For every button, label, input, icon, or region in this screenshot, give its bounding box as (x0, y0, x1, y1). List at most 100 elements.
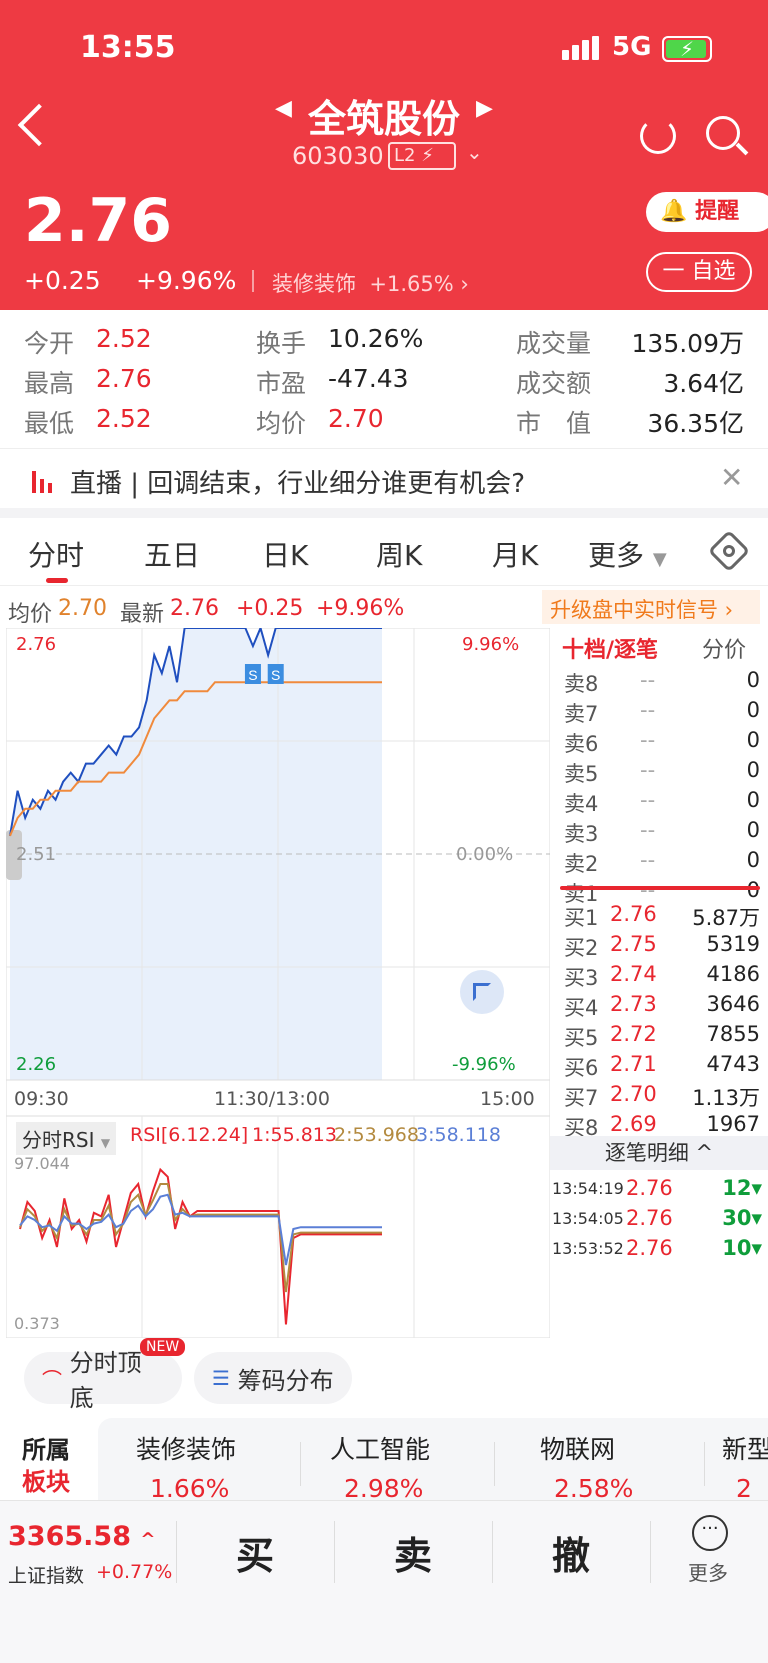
avg-value: 2.70 (58, 596, 107, 621)
bid-row[interactable]: 买4 2.73 3646 (564, 992, 760, 1024)
sell-button[interactable]: 卖 (394, 1534, 433, 1578)
upgrade-link[interactable]: 升级盘中实时信号 › (542, 590, 760, 624)
ask-label: 卖7 (564, 702, 599, 726)
bid-row[interactable]: 买3 2.74 4186 (564, 962, 760, 994)
remind-button[interactable]: 🔔 提醒 (646, 192, 768, 232)
bid-price: 2.74 (610, 962, 657, 986)
cancel-order-button[interactable]: 撤 (552, 1534, 591, 1578)
ask-label: 卖4 (564, 792, 599, 816)
index-value[interactable]: 3365.58 ^ (8, 1521, 155, 1552)
caret-down-icon: ▼ (100, 1136, 111, 1150)
sector-item-name[interactable]: 物联网 (540, 1435, 616, 1464)
close-icon[interactable]: ✕ (720, 461, 744, 494)
spread-divider (560, 886, 760, 890)
tick-detail-toggle[interactable]: 逐笔明细 ^ (550, 1136, 768, 1170)
intraday-quote-line: 均价 2.70 最新 2.76 +0.25 +9.96% 升级盘中实时信号 › (0, 586, 768, 627)
prev-stock-icon[interactable]: ◀ (275, 96, 292, 121)
sell-signal-marker[interactable] (244, 664, 261, 684)
tab-more[interactable]: 更多 ▼ (588, 534, 667, 574)
stat-label: 均价 (256, 409, 307, 438)
tab-intraday[interactable]: 分时 (28, 539, 85, 572)
more-icon[interactable]: ··· (692, 1515, 728, 1551)
back-icon[interactable] (17, 103, 61, 147)
tick-price: 2.76 (626, 1176, 673, 1200)
latest-value: 2.76 (170, 596, 219, 621)
bid-row[interactable]: 买7 2.70 1.13万 (564, 1082, 760, 1114)
tab-level10[interactable]: 十档/逐笔 (562, 638, 659, 663)
ask-row[interactable]: 卖6 -- 0 (564, 728, 760, 760)
live-banner[interactable]: 直播 | 回调结束，行业细分谁更有机会? ✕ (0, 448, 768, 518)
ask-row[interactable]: 卖1 -- 0 (564, 878, 760, 910)
sell-signal-marker[interactable] (267, 664, 284, 684)
current-price: 2.76 (24, 186, 173, 256)
ask-row[interactable]: 卖2 -- 0 (564, 848, 760, 880)
bid-price: 2.72 (610, 1022, 657, 1046)
divider (252, 270, 254, 292)
bid-volume: 5319 (706, 932, 760, 956)
more-label[interactable]: 更多 (688, 1561, 728, 1585)
search-icon[interactable] (706, 116, 749, 156)
y-pct-top: 9.96% (462, 634, 520, 655)
stat-value: 2.52 (96, 324, 152, 353)
stat-value: 3.64亿 (663, 369, 744, 398)
bid-volume: 3646 (706, 992, 760, 1016)
tick-volume-value: 12 (722, 1176, 752, 1200)
chip-distribution[interactable]: ☰ 筹码分布 (194, 1352, 352, 1404)
tool-chips: ⌒ 分时顶底 NEW ☰ 筹码分布 (0, 1338, 768, 1418)
buy-button[interactable]: 买 (236, 1534, 275, 1578)
tab-indicator (46, 578, 68, 583)
avg-label: 均价 (8, 602, 53, 627)
chip-top-bottom[interactable]: ⌒ 分时顶底 (24, 1349, 182, 1412)
bid-row[interactable]: 买6 2.71 4743 (564, 1052, 760, 1084)
sector-item-name[interactable]: 新型 (722, 1435, 768, 1464)
chart-drag-handle[interactable] (6, 830, 22, 880)
latest-change: +0.25 (236, 596, 304, 621)
ask-label: 卖3 (564, 822, 599, 846)
chip-distribution-label: 筹码分布 (237, 1366, 334, 1395)
bid-price: 2.69 (610, 1112, 657, 1136)
sector-item-name[interactable]: 装修装饰 (136, 1435, 237, 1464)
tab-weekly-k[interactable]: 周K (376, 539, 423, 572)
y-pct-bottom: -9.96% (452, 1054, 516, 1075)
chevron-down-icon[interactable]: ⌄ (466, 140, 483, 164)
rsi-selector[interactable]: 分时RSI ▼ (16, 1122, 117, 1155)
bid-price: 2.71 (610, 1052, 657, 1076)
ask-row[interactable]: 卖5 -- 0 (564, 758, 760, 790)
ask-row[interactable]: 卖3 -- 0 (564, 818, 760, 850)
sector-item-name[interactable]: 人工智能 (330, 1435, 431, 1464)
sector-item-pct: 2.58% (554, 1474, 634, 1500)
tick-time: 13:54:05 (552, 1209, 624, 1228)
ask-price: -- (640, 698, 656, 722)
settings-icon[interactable] (707, 529, 751, 573)
tick-row: 13:53:52 2.76 10▾ (552, 1236, 762, 1268)
ask-price: -- (640, 818, 656, 842)
sector-title-1: 所属 (22, 1436, 70, 1464)
refresh-icon[interactable] (640, 118, 676, 154)
next-stock-icon[interactable]: ▶ (476, 96, 493, 121)
tab-more-label: 更多 (588, 539, 645, 572)
ask-row[interactable]: 卖4 -- 0 (564, 788, 760, 820)
bid-row[interactable]: 买5 2.72 7855 (564, 1022, 760, 1054)
ask-row[interactable]: 卖8 -- 0 (564, 668, 760, 700)
bid-volume: 1.13万 (692, 1086, 760, 1110)
ask-row[interactable]: 卖7 -- 0 (564, 698, 760, 730)
live-bars-icon (32, 471, 56, 493)
tick-volume: 12▾ (722, 1176, 762, 1200)
bid-row[interactable]: 买1 2.76 5.87万 (564, 902, 760, 934)
sector-item-pct: 2 (736, 1474, 752, 1500)
tab-price-dist[interactable]: 分价 (702, 638, 747, 663)
rsi-line-3 (19, 1193, 382, 1266)
watchlist-button[interactable]: 一 自选 (646, 252, 752, 292)
index-change: +0.77% (96, 1561, 173, 1583)
tab-monthly-k[interactable]: 月K (492, 539, 539, 572)
caret-down-icon: ▼ (652, 549, 667, 570)
sector-link[interactable]: 装修装饰 +1.65% › (272, 272, 469, 296)
tick-volume-value: 30 (722, 1206, 752, 1230)
fullscreen-icon[interactable] (460, 970, 504, 1014)
tab-five-day[interactable]: 五日 (144, 539, 201, 572)
tab-daily-k[interactable]: 日K (262, 539, 309, 572)
bid-row[interactable]: 买2 2.75 5319 (564, 932, 760, 964)
l2-badge[interactable]: L2 ⚡ (388, 142, 456, 170)
tick-volume: 30▾ (722, 1206, 762, 1230)
